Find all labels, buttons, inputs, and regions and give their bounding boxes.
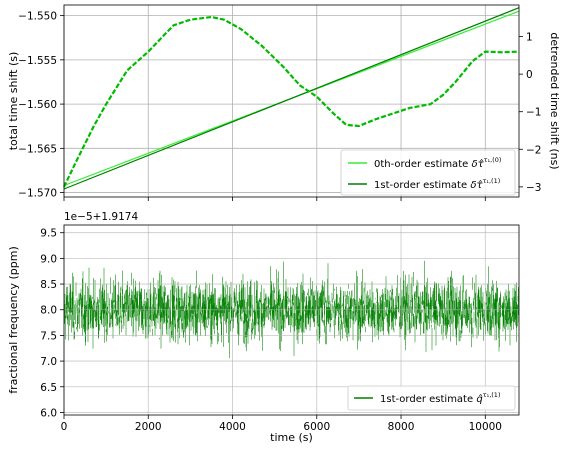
- bottom-x-ticks: 0 2000 4000 6000 8000 10000: [61, 415, 502, 433]
- top-y-right-tick-label: −3: [526, 182, 541, 194]
- top-legend-math: δτ̂: [471, 158, 484, 170]
- bottom-x-tick-label: 4000: [219, 421, 246, 433]
- bottom-legend-label: 1st-order estimate q̂τ₁,(1): [380, 391, 500, 405]
- bottom-x-tick-label: 10000: [469, 421, 502, 433]
- top-grid: [63, 5, 519, 197]
- bottom-y-tick-label: 9.5: [40, 228, 57, 240]
- top-legend-sup: τ₁,(0): [484, 156, 502, 164]
- top-legend-label: 0th-order estimate δτ̂τ₁,(0): [374, 156, 501, 170]
- top-y-ticks-right: −3 −2 −1 0 1: [519, 32, 541, 194]
- bottom-y-ticks: 6.0 6.5 7.0 7.5 8.0 8.5 9.0 9.5: [40, 228, 64, 419]
- top-legend: 0th-order estimate δτ̂τ₁,(0) 1st-order es…: [340, 149, 516, 196]
- top-frame: [63, 4, 520, 198]
- top-y-right-tick-label: −2: [526, 144, 541, 156]
- top-y-right-tick-label: 1: [526, 32, 533, 44]
- top-panel: −1.570−1.565−1.560−1.555−1.550 −3−2−101 …: [7, 4, 561, 201]
- bottom-y-tick-label: 8.0: [40, 305, 57, 317]
- top-x-ticks: [63, 197, 486, 201]
- top-y-tick-label: −1.555: [18, 55, 57, 67]
- bottom-y-tick-label: 6.0: [40, 407, 57, 419]
- bottom-y-tick-label: 8.5: [40, 279, 57, 291]
- top-legend-label: 1st-order estimate δτ̂τ₁,(1): [374, 177, 500, 191]
- bottom-y-tick-label: 7.0: [40, 356, 57, 368]
- bottom-legend-box: [347, 385, 516, 411]
- bottom-y-axis-label: fractional frequency (ppm): [7, 246, 20, 393]
- bottom-y-tick-label: 6.5: [40, 382, 57, 394]
- bottom-x-tick-label: 8000: [388, 421, 415, 433]
- estimate-line-1: [63, 7, 520, 190]
- top-y-right-tick-label: 0: [526, 69, 533, 81]
- top-y-tick-label: −1.565: [18, 143, 57, 155]
- bottom-legend-sup: τ₁,(1): [483, 391, 501, 399]
- bottom-legend: 1st-order estimate q̂τ₁,(1): [347, 385, 516, 411]
- bottom-y-tick-label: 7.5: [40, 330, 57, 342]
- top-y-ticks: −1.570 −1.565 −1.560 −1.555 −1.550: [18, 11, 64, 200]
- top-y-tick-label: −1.570: [18, 188, 57, 200]
- bottom-offset-text: 1e−5+1.9174: [64, 211, 138, 223]
- top-legend-box: [340, 149, 516, 196]
- top-legend-sup: τ₁,(1): [482, 177, 500, 185]
- top-lines: [63, 7, 520, 190]
- detrended-time-shift-line: [63, 15, 520, 188]
- bottom-x-tick-label: 0: [61, 421, 68, 433]
- top-legend-math: δτ̂: [470, 179, 483, 191]
- bottom-frame: [63, 224, 520, 416]
- top-y-axis-label: total time shift (s): [7, 52, 20, 151]
- top-y-tick-label: −1.550: [18, 11, 57, 23]
- bottom-y-tick-label: 9.0: [40, 253, 57, 265]
- bottom-x-tick-label: 2000: [135, 421, 162, 433]
- bottom-panel: 1e−5+1.9174 0 2000 4000 6000 8000 10000 6.06.…: [7, 211, 520, 444]
- top-y-axis-label-right: detrended time shift (ns): [548, 32, 561, 169]
- top-y-tick-label: −1.560: [18, 99, 57, 111]
- bottom-legend-math: q̂: [476, 393, 482, 405]
- bottom-x-axis-label: time (s): [270, 431, 313, 444]
- top-y-right-tick-label: −1: [526, 107, 541, 119]
- bottom-x-tick-label: 6000: [303, 421, 330, 433]
